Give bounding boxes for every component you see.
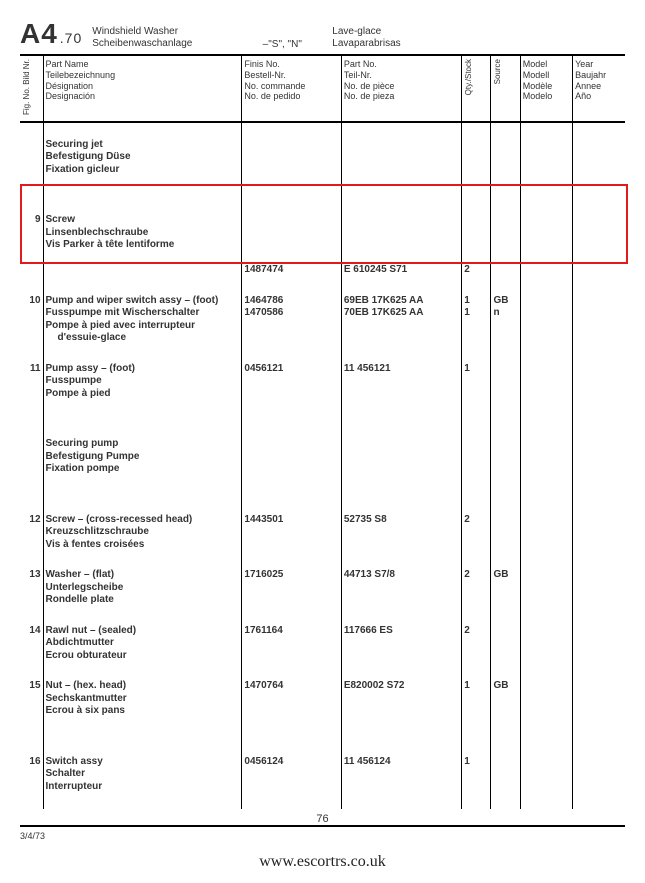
title-block-right: Lave-glace Lavaparabrisas xyxy=(332,26,400,50)
header-row: Fig. No. Bild Nr. Part Name Teilebezeich… xyxy=(20,55,625,122)
section-code-sub: .70 xyxy=(60,30,82,46)
variant-text: –"S", "N" xyxy=(263,39,302,50)
part-row: 11Pump assy – (foot) Fusspumpe Pompe à p… xyxy=(20,361,625,403)
title-fr: Lave-glace xyxy=(332,26,381,37)
col-part: Part No. Teil-Nr. No. de pièce No. de pi… xyxy=(341,55,461,122)
col-finis: Finis No. Bestell-Nr. No. commande No. d… xyxy=(242,55,341,122)
variant-block: –"S", "N" xyxy=(232,39,332,50)
part-row: 16Switch assy Schalter Interrupteur04561… xyxy=(20,754,625,796)
parts-table: Fig. No. Bild Nr. Part Name Teilebezeich… xyxy=(20,54,625,809)
footer-date: 3/4/73 xyxy=(20,831,625,841)
part-row: 9Screw Linsenblechschraube Vis Parker à … xyxy=(20,212,625,279)
col-model: Model Modell Modèle Modelo xyxy=(520,55,572,122)
title-en: Windshield Washer xyxy=(92,26,178,37)
col-name: Part Name Teilebezeichnung Désignation D… xyxy=(43,55,242,122)
page: A4.70 Windshield Washer Scheibenwaschanl… xyxy=(0,0,645,883)
page-number: 76 xyxy=(20,809,625,825)
title-es: Lavaparabrisas xyxy=(332,38,400,49)
group-row: Securing pump Befestigung Pumpe Fixation… xyxy=(20,436,625,478)
section-code: A4.70 xyxy=(20,18,82,50)
title-block-left: Windshield Washer Scheibenwaschanlage xyxy=(92,26,232,50)
col-source: Source xyxy=(491,55,520,122)
part-row: 13Washer – (flat) Unterlegscheibe Rondel… xyxy=(20,567,625,609)
col-fig: Fig. No. Bild Nr. xyxy=(20,55,43,122)
title-de: Scheibenwaschanlage xyxy=(92,38,192,49)
section-code-main: A4 xyxy=(20,18,58,49)
col-qty: Qty./Stock xyxy=(462,55,491,122)
group-row: Securing jet Befestigung Düse Fixation g… xyxy=(20,137,625,179)
part-row: 10Pump and wiper switch assy – (foot) Fu… xyxy=(20,293,625,347)
page-header: A4.70 Windshield Washer Scheibenwaschanl… xyxy=(20,18,625,54)
col-year: Year Baujahr Annee Año xyxy=(573,55,625,122)
table-body: Securing jet Befestigung Düse Fixation g… xyxy=(20,122,625,810)
part-row: 14Rawl nut – (sealed) Abdichtmutter Ecro… xyxy=(20,623,625,665)
part-row: 12Screw – (cross-recessed head) Kreuzsch… xyxy=(20,512,625,554)
part-row: 15Nut – (hex. head) Sechskantmutter Ecro… xyxy=(20,678,625,720)
watermark: www.escortrs.co.uk xyxy=(0,853,645,871)
